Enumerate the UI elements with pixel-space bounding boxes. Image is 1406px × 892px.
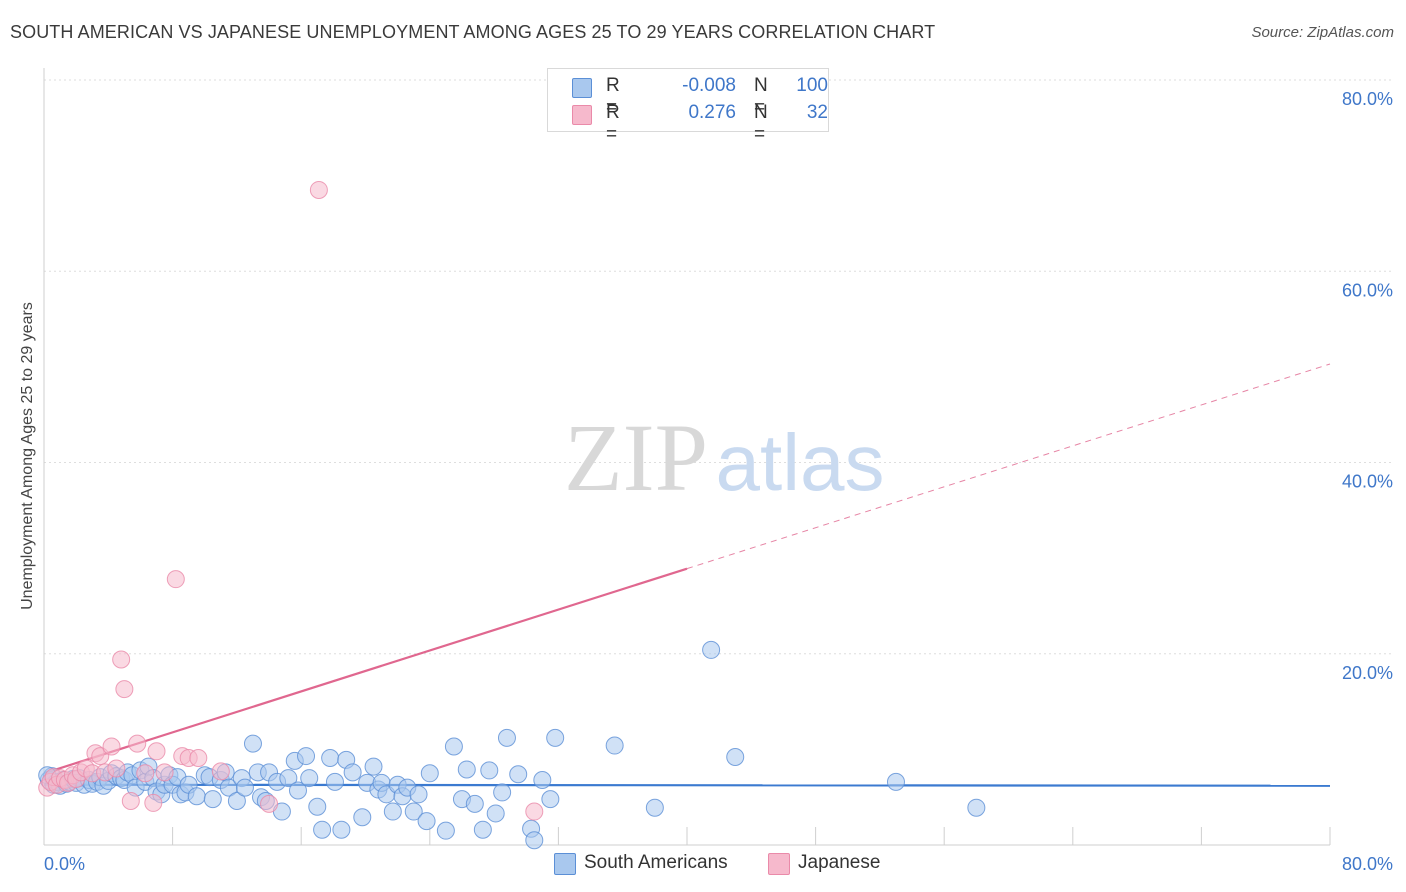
legend-r-value: -0.008 — [682, 75, 736, 96]
point-japanese — [128, 734, 147, 753]
axes — [43, 68, 1331, 846]
point-south-american — [473, 820, 492, 839]
legend-item-south-americans[interactable]: South Americans — [554, 852, 754, 878]
point-japanese — [260, 794, 279, 813]
point-south-american — [480, 761, 499, 780]
point-south-american — [702, 640, 721, 659]
point-south-american — [353, 808, 372, 827]
point-japanese — [136, 764, 155, 783]
watermark-atlas: atlas — [716, 418, 885, 507]
legend-swatch-pink — [768, 853, 790, 875]
legend-r-value: 0.276 — [688, 102, 736, 123]
legend-r-label: R = — [606, 75, 620, 118]
point-south-american — [436, 821, 455, 840]
point-south-american — [509, 765, 528, 784]
point-japanese — [525, 802, 544, 821]
point-japanese — [107, 759, 126, 778]
point-south-american — [417, 812, 436, 831]
point-south-american — [313, 820, 332, 839]
point-south-american — [297, 747, 316, 766]
legend-swatch-blue — [572, 78, 592, 98]
point-south-american — [605, 736, 624, 755]
y-tick-label: 80.0% — [1342, 89, 1393, 109]
point-south-american — [493, 783, 512, 802]
point-south-american — [203, 790, 222, 809]
point-south-american — [465, 794, 484, 813]
point-south-american — [343, 763, 362, 782]
legend-n-value: 100 — [796, 75, 828, 96]
tick-labels: 80.0% 60.0% 40.0% 20.0% 0.0% 80.0% — [44, 89, 1393, 874]
point-south-american — [235, 778, 254, 797]
point-japanese — [102, 737, 121, 756]
legend-label: Japanese — [798, 852, 881, 873]
point-japanese — [147, 742, 166, 761]
point-japanese — [189, 748, 208, 767]
point-japanese — [309, 180, 328, 199]
source-label: Source: ZipAtlas.com — [1251, 24, 1394, 41]
point-japanese — [112, 650, 131, 669]
trend-line-japanese — [43, 567, 688, 775]
point-japanese — [211, 762, 230, 781]
point-japanese — [155, 763, 174, 782]
y-tick-label: 40.0% — [1342, 472, 1393, 492]
point-south-american — [525, 831, 544, 850]
y-tick-label: 20.0% — [1342, 663, 1393, 683]
point-south-american — [645, 798, 664, 817]
point-south-american — [886, 772, 905, 791]
x-tick-label-max: 80.0% — [1342, 854, 1393, 874]
legend-item-japanese[interactable]: Japanese — [768, 852, 908, 878]
point-south-american — [486, 804, 505, 823]
point-south-american — [243, 734, 262, 753]
point-south-american — [279, 769, 298, 788]
point-south-american — [967, 798, 986, 817]
x-tick-label-min: 0.0% — [44, 854, 85, 874]
point-south-american — [321, 748, 340, 767]
point-south-american — [404, 802, 423, 821]
trend-lines — [43, 363, 1331, 787]
point-japanese — [166, 570, 185, 589]
point-south-american — [541, 790, 560, 809]
point-south-american — [409, 785, 428, 804]
point-south-american — [364, 757, 383, 776]
point-south-american — [187, 787, 206, 806]
point-japanese — [115, 680, 134, 699]
point-south-american — [420, 764, 439, 783]
trend-line-japanese-extension — [686, 363, 1331, 570]
y-tick-label: 60.0% — [1342, 280, 1393, 300]
correlation-legend: R = -0.008 N = 100 R = 0.276 N = 32 — [547, 68, 829, 145]
legend-label: South Americans — [584, 852, 728, 873]
point-south-american — [726, 748, 745, 767]
point-south-american — [533, 770, 552, 789]
watermark: ZIP atlas — [564, 404, 884, 511]
point-south-american — [497, 728, 516, 747]
watermark-zip: ZIP — [564, 404, 708, 511]
trend-line-south-americans — [43, 783, 1331, 787]
legend-n-label: N = — [754, 102, 768, 145]
point-south-american — [308, 797, 327, 816]
point-south-american — [300, 769, 319, 788]
data-points — [38, 180, 986, 850]
legend-n-label: N = — [754, 75, 768, 118]
legend-swatch-blue — [554, 853, 576, 875]
legend-r-label: R = — [606, 102, 620, 145]
point-south-american — [444, 737, 463, 756]
point-south-american — [332, 820, 351, 839]
point-japanese — [121, 792, 140, 811]
point-south-american — [383, 802, 402, 821]
legend-n-value: 32 — [806, 102, 828, 123]
point-south-american — [288, 781, 307, 800]
point-japanese — [144, 793, 163, 812]
point-south-american — [546, 728, 565, 747]
point-south-american — [457, 760, 476, 779]
legend-swatch-pink — [572, 105, 592, 125]
point-south-american — [325, 772, 344, 791]
chart-title: SOUTH AMERICAN VS JAPANESE UNEMPLOYMENT … — [10, 22, 936, 42]
grid-lines — [44, 79, 1393, 655]
point-south-american — [227, 792, 246, 811]
